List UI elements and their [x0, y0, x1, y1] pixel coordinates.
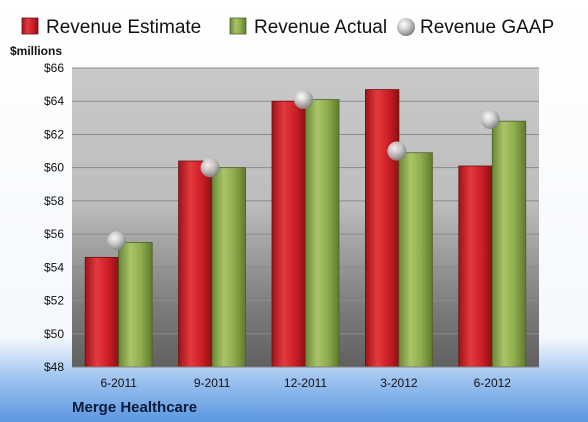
company-name: Merge Healthcare — [72, 399, 197, 416]
marker-revenue-gaap — [387, 141, 407, 161]
y-tick-label: $48 — [44, 360, 64, 374]
x-tick-label: 12-2011 — [284, 376, 327, 390]
bar-revenue-actual — [211, 167, 247, 368]
y-tick-label: $62 — [44, 127, 64, 141]
y-tick-label: $54 — [44, 260, 64, 274]
legend-label-revenue-estimate: Revenue Estimate — [46, 17, 201, 38]
bar-revenue-estimate — [84, 256, 120, 368]
y-axis-unit-label: $millions — [10, 44, 62, 58]
y-tick-label: $52 — [44, 294, 64, 308]
y-tick-label: $50 — [44, 327, 64, 341]
y-tick-label: $64 — [44, 94, 64, 108]
y-tick-label: $56 — [44, 227, 64, 241]
gaap-markers — [107, 90, 500, 251]
marker-revenue-gaap — [480, 109, 500, 129]
marker-revenue-gaap — [200, 158, 220, 178]
bar-series — [84, 89, 527, 368]
x-tick-label: 9-2011 — [194, 376, 231, 390]
bar-revenue-actual — [398, 152, 433, 368]
bar-revenue-estimate — [364, 89, 400, 368]
bar-revenue-actual — [305, 99, 340, 368]
x-tick-label: 6-2012 — [474, 376, 512, 390]
x-axis-ticks: 6-2011 9-2011 12-2011 3-2012 6-2012 — [100, 376, 511, 390]
x-tick-label: 6-2011 — [100, 376, 137, 390]
x-tick-label: 3-2012 — [380, 376, 418, 390]
bar-revenue-estimate — [458, 165, 493, 368]
y-tick-label: $66 — [44, 61, 64, 75]
legend-marker-revenue-gaap — [397, 18, 415, 36]
legend-label-revenue-gaap: Revenue GAAP — [420, 17, 554, 38]
y-tick-label: $58 — [44, 194, 64, 208]
y-tick-label: $60 — [44, 161, 64, 175]
y-axis-ticks: $48 $50 $52 $54 $56 $58 $60 $62 $64 $66 — [44, 61, 64, 374]
legend: Revenue Estimate Revenue Actual Revenue … — [21, 17, 554, 38]
legend-swatch-revenue-estimate — [21, 17, 39, 35]
marker-revenue-gaap — [294, 90, 313, 110]
legend-label-revenue-actual: Revenue Actual — [254, 17, 387, 38]
marker-revenue-gaap — [107, 231, 127, 251]
bar-revenue-estimate — [271, 100, 306, 368]
legend-swatch-revenue-actual — [229, 17, 247, 35]
bar-revenue-estimate — [178, 160, 213, 368]
bar-revenue-actual — [118, 242, 153, 368]
bar-revenue-actual — [491, 120, 527, 368]
